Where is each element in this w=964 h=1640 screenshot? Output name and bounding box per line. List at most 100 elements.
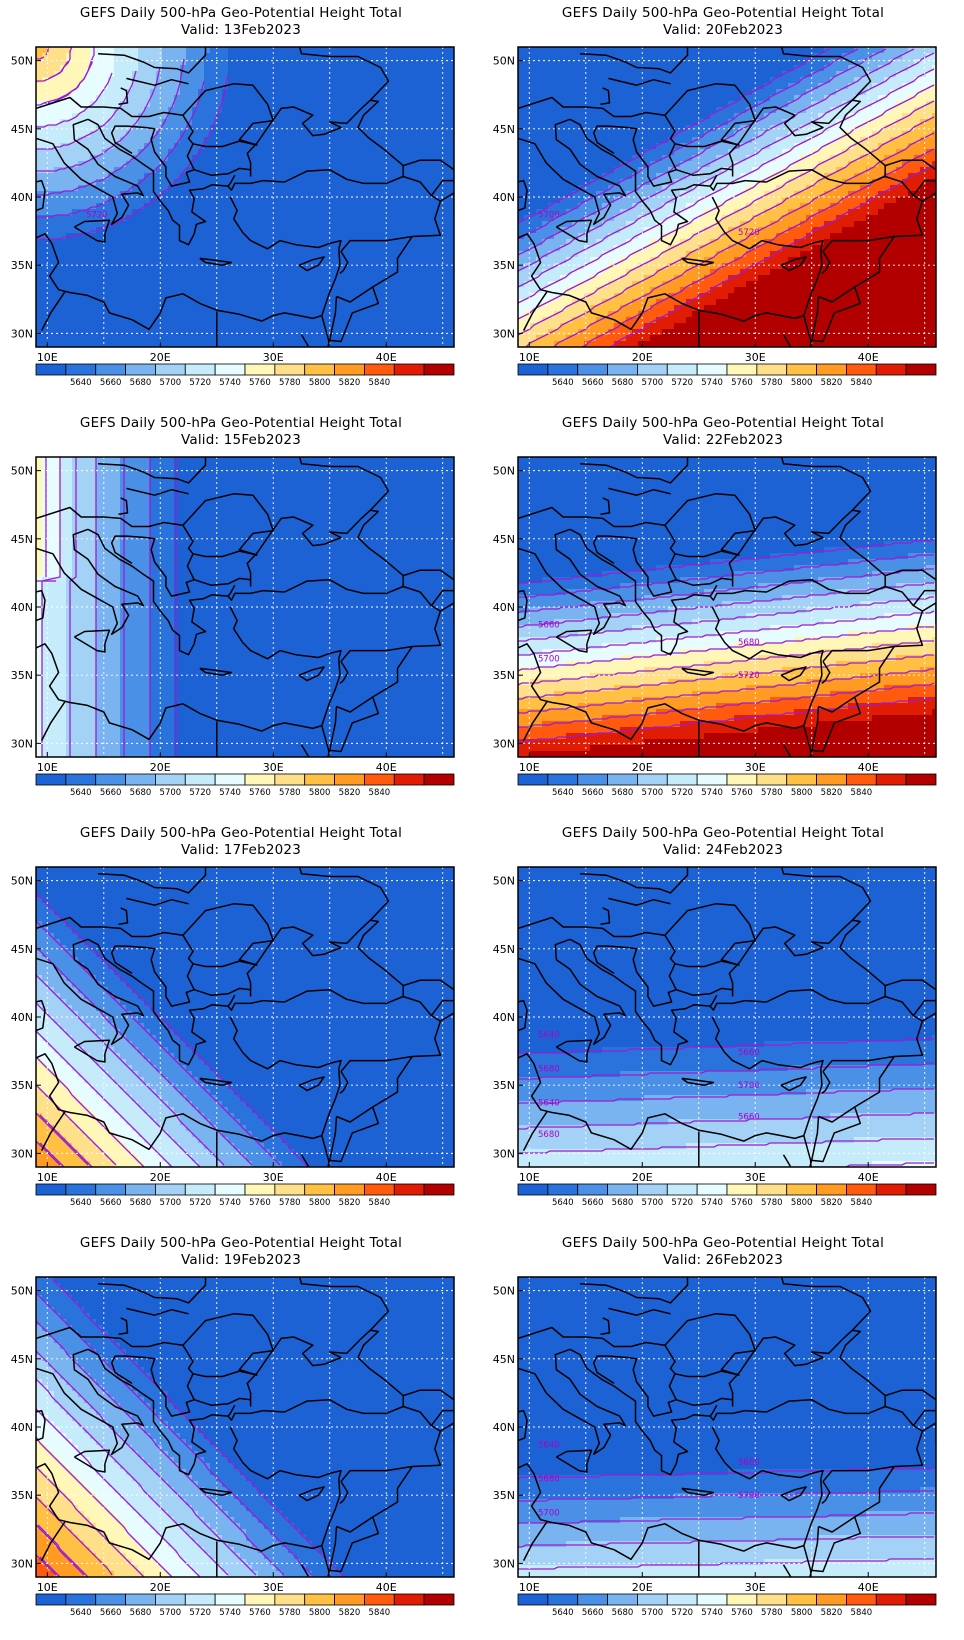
y-tick-label: 40N (493, 1011, 515, 1024)
colorbar-swatch (846, 363, 877, 376)
map-panel: GEFS Daily 500-hPa Geo-Potential Height … (482, 1230, 964, 1640)
y-tick-label: 35N (11, 259, 33, 272)
colorbar-label: 5720 (189, 1608, 211, 1618)
colorbar-swatch (155, 1593, 186, 1606)
colorbar-swatch (244, 363, 276, 376)
panel-title: GEFS Daily 500-hPa Geo-Potential Height … (482, 1235, 964, 1252)
colorbar-swatch (334, 1593, 365, 1606)
colorbar-label: 5820 (339, 1198, 361, 1208)
panel-title: GEFS Daily 500-hPa Geo-Potential Height … (482, 825, 964, 842)
colorbar-label: 5780 (279, 1198, 301, 1208)
colorbar-label: 5660 (582, 378, 604, 388)
coastlines-borders (518, 867, 936, 1167)
colorbar-swatch (95, 773, 126, 786)
colorbar-label: 5680 (612, 1608, 634, 1618)
colorbar-swatch (35, 1183, 67, 1196)
colorbar-swatch (274, 1593, 306, 1606)
colorbar-label: 5720 (671, 788, 693, 798)
colorbar-label: 5800 (791, 1198, 813, 1208)
colorbar-swatch (65, 773, 97, 786)
colorbar-label: 5840 (369, 378, 391, 388)
coastlines-borders (518, 1277, 936, 1577)
colorbar-swatch (517, 773, 549, 786)
y-tick-label: 50N (11, 1285, 33, 1298)
colorbar-swatch (786, 773, 817, 786)
colorbar-swatch (726, 773, 758, 786)
x-tick-label: 30E (263, 761, 284, 774)
x-tick-label: 30E (745, 351, 766, 364)
x-tick-label: 20E (632, 1171, 653, 1184)
graticule (36, 457, 454, 757)
contour-label: 5700 (738, 1081, 760, 1091)
colorbar-swatch (637, 1593, 668, 1606)
y-tick-label: 45N (493, 123, 515, 136)
x-tick-label: 10E (37, 351, 58, 364)
colorbar-label: 5680 (130, 1198, 152, 1208)
colorbar-swatch (244, 773, 276, 786)
map-panel: GEFS Daily 500-hPa Geo-Potential Height … (0, 0, 482, 410)
colorbar-label: 5660 (100, 1608, 122, 1618)
y-tick-label: 50N (493, 875, 515, 888)
colorbar-swatch (786, 1183, 817, 1196)
colorbar-swatch (304, 363, 335, 376)
colorbar-label: 5800 (309, 378, 331, 388)
colorbar-swatch (607, 1183, 638, 1196)
contour-label: 5660 (738, 1458, 760, 1468)
colorbar-label: 5640 (70, 788, 92, 798)
height-contours (518, 1466, 935, 1570)
colorbar-swatch (547, 1593, 579, 1606)
colorbar-swatch (756, 773, 788, 786)
map-canvas: 5640 5660 5680 5700 5700 50N 45N 40N 35N 30N 10E 20… (493, 1276, 937, 1618)
y-tick-label: 35N (493, 259, 515, 272)
shaded-height-field (36, 1277, 454, 1577)
colorbar-label: 5760 (731, 378, 753, 388)
colorbar-swatch (816, 1593, 847, 1606)
coastlines-borders (518, 47, 936, 347)
colorbar-swatch (65, 1593, 97, 1606)
x-tick-label: 10E (37, 1171, 58, 1184)
colorbar-swatch (726, 363, 758, 376)
x-tick-label: 30E (745, 1171, 766, 1184)
map-panel: GEFS Daily 500-hPa Geo-Potential Height … (482, 0, 964, 410)
panel-title: GEFS Daily 500-hPa Geo-Potential Height … (0, 1235, 482, 1252)
graticule (36, 47, 454, 347)
y-tick-label: 35N (493, 1489, 515, 1502)
x-tick-label: 10E (37, 1581, 58, 1594)
colorbar-swatch (905, 363, 937, 376)
map-canvas: 5660 5680 5700 5720 50N 45N 40N 35N 30N 10E 20E 30E… (493, 456, 937, 798)
colorbar-label: 5820 (339, 788, 361, 798)
contour-label: 5680 (538, 1065, 560, 1075)
panel-valid-date: Valid: 17Feb2023 (0, 842, 482, 859)
colorbar-label: 5680 (130, 788, 152, 798)
x-tick-label: 40E (376, 1171, 397, 1184)
y-tick-label: 30N (11, 1147, 33, 1160)
x-tick-label: 30E (263, 1581, 284, 1594)
colorbar-swatch (304, 1593, 335, 1606)
colorbar-swatch (816, 773, 847, 786)
panel-title: GEFS Daily 500-hPa Geo-Potential Height … (482, 5, 964, 22)
colorbar-label: 5700 (642, 1198, 664, 1208)
y-tick-label: 35N (11, 669, 33, 682)
y-tick-label: 40N (11, 191, 33, 204)
colorbar-label: 5700 (160, 788, 182, 798)
graticule (36, 1277, 454, 1577)
contour-label: 5680 (538, 1475, 560, 1485)
colorbar-label: 5840 (369, 1198, 391, 1208)
colorbar: 5640 5660 5680 5700 5720 5740 5760 5780 5800 5820… (517, 1183, 937, 1208)
colorbar-label: 5680 (612, 788, 634, 798)
x-tick-label: 20E (632, 761, 653, 774)
colorbar-swatch (393, 363, 425, 376)
colorbar-label: 5640 (70, 378, 92, 388)
contour-label: 5640 (538, 1030, 560, 1040)
panel-valid-date: Valid: 26Feb2023 (482, 1252, 964, 1269)
contour-label: 5720 (738, 671, 760, 681)
x-tick-label: 30E (263, 1171, 284, 1184)
y-tick-label: 45N (493, 1353, 515, 1366)
contour-label: 5700 (538, 210, 560, 220)
colorbar-label: 5640 (70, 1198, 92, 1208)
colorbar-label: 5660 (582, 1608, 604, 1618)
colorbar-swatch (364, 363, 395, 376)
colorbar-label: 5740 (219, 1608, 241, 1618)
colorbar-swatch (905, 1183, 937, 1196)
